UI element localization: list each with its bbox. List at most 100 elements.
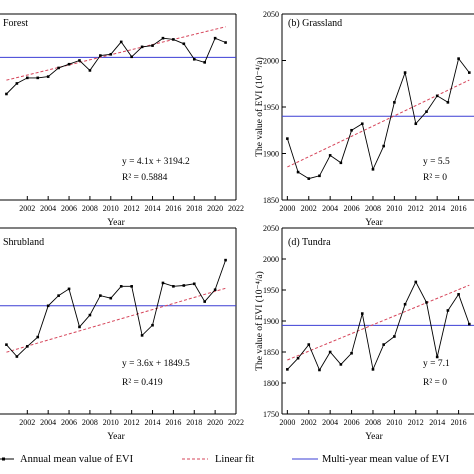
evi-point bbox=[67, 62, 71, 66]
evi-point bbox=[213, 288, 217, 292]
x-tick-label: 2004 bbox=[322, 418, 338, 427]
evi-point bbox=[446, 101, 450, 104]
x-tick-label: 2002 bbox=[301, 204, 317, 213]
y-tick-label: 1850 bbox=[263, 196, 279, 205]
fit-equation: y = 3.6x + 1849.5 bbox=[122, 359, 190, 369]
x-tick-label: 2020 bbox=[207, 418, 223, 427]
evi-series-line bbox=[6, 37, 226, 95]
x-tick-label: 2008 bbox=[365, 204, 381, 213]
fit-equation: y = 7.1 bbox=[423, 359, 450, 369]
x-tick-label: 2018 bbox=[186, 418, 202, 427]
x-axis-label: Year bbox=[107, 218, 125, 228]
evi-point bbox=[425, 110, 428, 113]
evi-series-line bbox=[287, 280, 470, 371]
fit-equation: y = 4.1x + 3194.2 bbox=[122, 157, 190, 167]
evi-point bbox=[151, 44, 154, 47]
x-axis-label: Year bbox=[365, 432, 383, 442]
x-tick-label: 2002 bbox=[301, 418, 317, 427]
fit-r2: R² = 0 bbox=[423, 378, 447, 388]
evi-point bbox=[182, 42, 186, 46]
evi-point bbox=[36, 76, 40, 80]
x-tick-label: 2010 bbox=[103, 418, 119, 427]
evi-point bbox=[339, 161, 343, 165]
evi-point bbox=[57, 66, 60, 70]
evi-series-line bbox=[6, 259, 227, 358]
x-tick-label: 2000 bbox=[279, 204, 295, 213]
x-tick-label: 2006 bbox=[61, 204, 77, 213]
x-tick-label: 2012 bbox=[124, 204, 140, 213]
evi-point bbox=[192, 57, 196, 61]
evi-point bbox=[161, 36, 165, 40]
evi-point bbox=[435, 94, 439, 98]
evi-point bbox=[414, 122, 418, 126]
linear-fit-line bbox=[287, 284, 470, 361]
x-axis-label: Year bbox=[365, 218, 383, 228]
x-tick-label: 2006 bbox=[61, 418, 77, 427]
evi-point bbox=[203, 300, 206, 303]
y-tick-label: 2000 bbox=[263, 255, 279, 264]
x-tick-label: 2008 bbox=[82, 418, 98, 427]
evi-point bbox=[360, 122, 364, 126]
evi-point bbox=[5, 92, 8, 96]
evi-point bbox=[371, 168, 375, 171]
x-tick-label: 2006 bbox=[344, 418, 360, 427]
panel-2: 2000 2002 2004 2006 2008 2010 2012 2014 2016 1850… bbox=[254, 10, 474, 228]
x-tick-label: 2000 bbox=[279, 418, 295, 427]
x-tick-label: 2016 bbox=[165, 204, 181, 213]
x-tick-label: 2020 bbox=[207, 204, 223, 213]
x-tick-label: 2022 bbox=[228, 204, 244, 213]
x-tick-label: 2012 bbox=[408, 418, 424, 427]
x-tick-label: 2018 bbox=[186, 204, 202, 213]
evi-point bbox=[393, 335, 396, 338]
y-axis-label: The value of EVI (10⁻⁴/a) bbox=[254, 271, 265, 371]
evi-point bbox=[318, 368, 321, 372]
evi-point bbox=[286, 368, 289, 371]
evi-point bbox=[182, 284, 186, 287]
legend: Annual mean value of EVI Linear fit Multi-… bbox=[0, 454, 450, 465]
evi-point bbox=[224, 41, 227, 44]
y-tick-label: 2050 bbox=[263, 224, 279, 233]
panel-label: (b) Grassland bbox=[288, 18, 342, 29]
evi-point bbox=[224, 258, 227, 262]
fit-r2: R² = 0 bbox=[423, 173, 447, 183]
y-tick-label: 1950 bbox=[263, 286, 279, 295]
evi-series-line bbox=[286, 57, 470, 180]
evi-point bbox=[435, 355, 439, 359]
evi-point bbox=[307, 177, 311, 180]
evi-point bbox=[140, 334, 144, 337]
evi-point bbox=[339, 363, 343, 366]
y-tick-label: 2000 bbox=[263, 57, 279, 66]
y-tick-label: 1900 bbox=[263, 317, 279, 326]
evi-point bbox=[382, 144, 385, 148]
evi-point bbox=[26, 76, 29, 80]
evi-point bbox=[414, 280, 418, 284]
x-tick-label: 2004 bbox=[40, 204, 56, 213]
evi-point bbox=[161, 281, 165, 285]
x-tick-label: 2014 bbox=[429, 204, 445, 213]
x-tick-label: 2002 bbox=[19, 204, 35, 213]
linear-fit-line bbox=[6, 287, 226, 353]
x-tick-label: 2004 bbox=[40, 418, 56, 427]
x-tick-label: 2004 bbox=[322, 204, 338, 213]
evi-point bbox=[130, 285, 133, 288]
evi-point bbox=[467, 71, 471, 74]
evi-point bbox=[88, 69, 92, 72]
evi-point bbox=[457, 293, 460, 296]
evi-point bbox=[318, 174, 321, 178]
x-tick-label: 2016 bbox=[451, 204, 467, 213]
y-axis-label: The value of EVI (10⁻⁴/a) bbox=[254, 57, 265, 157]
evi-point bbox=[172, 38, 175, 41]
x-tick-label: 2012 bbox=[408, 204, 424, 213]
y-tick-label: 1750 bbox=[263, 410, 279, 419]
evi-point bbox=[109, 296, 113, 300]
evi-point bbox=[360, 312, 364, 315]
evi-point bbox=[99, 294, 102, 297]
y-tick-label: 1950 bbox=[263, 103, 279, 112]
evi-point bbox=[403, 302, 407, 306]
x-tick-label: 2022 bbox=[228, 418, 244, 427]
y-tick-label: 1850 bbox=[263, 348, 279, 357]
x-tick-label: 2010 bbox=[103, 204, 119, 213]
evi-point bbox=[119, 40, 123, 44]
evi-point bbox=[213, 36, 217, 40]
